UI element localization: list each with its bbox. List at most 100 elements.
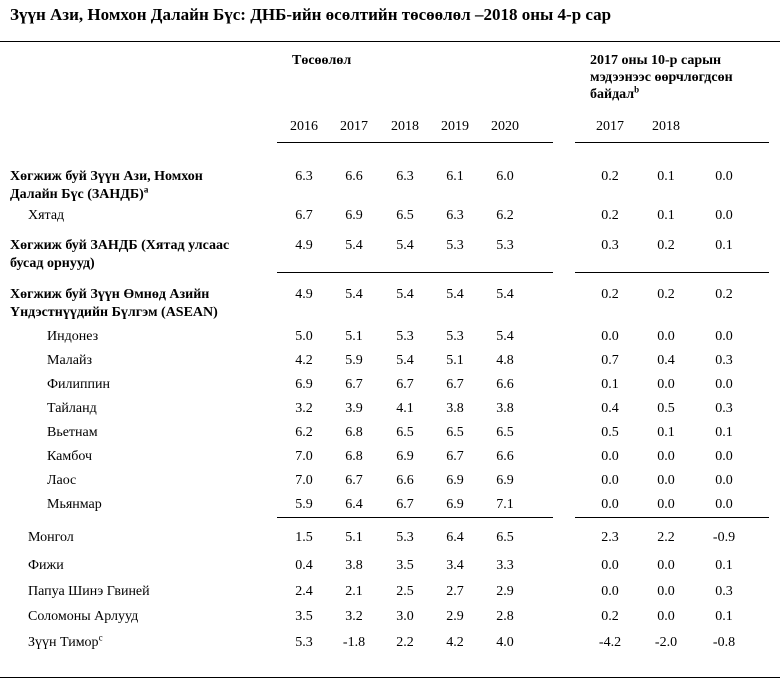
row-label: Малайз [47,353,93,368]
row-label: Монгол [28,530,74,545]
row-label: Тайланд [47,401,97,416]
forecast-value-cell: 5.3 [396,530,414,545]
group-rule-2-forecast [277,517,553,518]
revision-value-cell: 0.3 [715,353,733,368]
revision-value-cell: 0.2 [601,208,619,223]
forecast-value-cell: 6.3 [295,169,313,184]
forecast-value-cell: 2.7 [446,584,464,599]
revision-value-cell: 0.0 [715,497,733,512]
revision-header-line-2: мэдээнээс өөрчлөгдсөн [590,70,733,85]
row-label: Мьянмар [47,497,102,512]
row-label: Папуа Шинэ Гвиней [28,584,150,599]
row-label: Хятад [28,208,65,223]
revision-value-cell: 0.3 [601,238,619,253]
forecast-value-cell: 5.4 [496,329,514,344]
forecast-value-cell: 5.4 [446,287,464,302]
forecast-value-cell: 5.1 [446,353,464,368]
row-label-continued: бусад орнууд) [10,256,95,271]
forecast-value-cell: 6.5 [446,425,464,440]
revision-value-cell: 0.3 [715,584,733,599]
forecast-value-cell: 6.5 [496,530,514,545]
forecast-value-cell: 6.0 [496,169,514,184]
revision-value-cell: 0.0 [601,584,619,599]
forecast-value-cell: 6.5 [396,208,414,223]
forecast-value-cell: 4.2 [446,635,464,650]
forecast-value-cell: 6.7 [396,377,414,392]
forecast-value-cell: 1.5 [295,530,313,545]
revision-value-cell: 0.3 [715,401,733,416]
forecast-value-cell: 4.2 [295,353,313,368]
forecast-value-cell: 6.2 [295,425,313,440]
forecast-value-cell: 6.5 [396,425,414,440]
forecast-value-cell: 5.1 [345,530,363,545]
row-label: Зүүн Тиморc [28,632,103,650]
revision-year-header: 2017 [596,119,624,134]
revision-value-cell: 0.0 [601,558,619,573]
revision-value-cell: 0.5 [657,401,675,416]
forecast-value-cell: 7.0 [295,449,313,464]
row-label: Хөгжиж буй Зүүн Ази, Номхон [10,169,203,184]
revision-value-cell: 0.0 [601,497,619,512]
revision-value-cell: 0.1 [715,425,733,440]
revision-value-cell: 0.0 [601,329,619,344]
forecast-header: Төсөөлөл [292,53,352,68]
forecast-value-cell: 5.4 [396,238,414,253]
revision-value-cell: 0.2 [601,609,619,624]
forecast-value-cell: 6.9 [446,473,464,488]
forecast-value-cell: 5.4 [396,353,414,368]
header-rule-revision [575,142,769,143]
forecast-value-cell: 6.7 [295,208,313,223]
forecast-year-header: 2019 [441,119,469,134]
forecast-value-cell: 6.6 [496,449,514,464]
forecast-value-cell: 5.4 [396,287,414,302]
forecast-value-cell: 6.5 [496,425,514,440]
revision-value-cell: 0.1 [601,377,619,392]
revision-value-cell: 0.2 [657,287,675,302]
row-label: Фижи [28,558,64,573]
revision-value-cell: 0.0 [715,208,733,223]
row-label-continued: Далайн Бүс (ЗАНДБ)a [10,184,149,202]
forecast-value-cell: 6.7 [446,449,464,464]
revision-value-cell: 0.0 [657,377,675,392]
revision-value-cell: 0.4 [657,353,675,368]
revision-value-cell: -4.2 [598,635,622,650]
bottom-rule [0,677,780,678]
forecast-value-cell: 5.9 [295,497,313,512]
revision-value-cell: 0.0 [715,449,733,464]
revision-value-cell: 0.0 [715,473,733,488]
forecast-value-cell: 3.8 [345,558,363,573]
forecast-value-cell: 6.7 [396,497,414,512]
row-label: Хөгжиж буй Зүүн Өмнөд Азийн [10,287,210,302]
forecast-value-cell: 7.0 [295,473,313,488]
row-label: Лаос [47,473,77,488]
forecast-value-cell: 5.4 [345,287,363,302]
revision-value-cell: 0.1 [657,425,675,440]
forecast-value-cell: 6.7 [345,377,363,392]
group-rule-1-forecast [277,272,553,273]
forecast-value-cell: 4.9 [295,238,313,253]
revision-header-line-3: байдалb [590,84,640,102]
forecast-value-cell: 7.1 [496,497,514,512]
revision-value-cell: -0.9 [712,530,736,545]
revision-value-cell: 0.0 [657,609,675,624]
forecast-value-cell: 5.0 [295,329,313,344]
forecast-value-cell: 2.4 [295,584,313,599]
revision-value-cell: 0.1 [715,558,733,573]
forecast-value-cell: 6.9 [496,473,514,488]
forecast-value-cell: 4.1 [396,401,414,416]
forecast-value-cell: 6.8 [345,449,363,464]
revision-value-cell: 0.2 [601,287,619,302]
forecast-value-cell: 4.8 [496,353,514,368]
forecast-value-cell: 5.9 [345,353,363,368]
revision-value-cell: 0.0 [601,449,619,464]
group-rule-2-revision [575,517,769,518]
forecast-value-cell: 6.7 [446,377,464,392]
forecast-value-cell: 6.9 [396,449,414,464]
forecast-value-cell: 3.3 [496,558,514,573]
forecast-value-cell: 3.8 [446,401,464,416]
top-rule [0,41,780,42]
row-label: Камбоч [47,449,93,464]
forecast-value-cell: 6.6 [345,169,363,184]
forecast-value-cell: 3.2 [295,401,313,416]
revision-value-cell: 2.3 [601,530,619,545]
